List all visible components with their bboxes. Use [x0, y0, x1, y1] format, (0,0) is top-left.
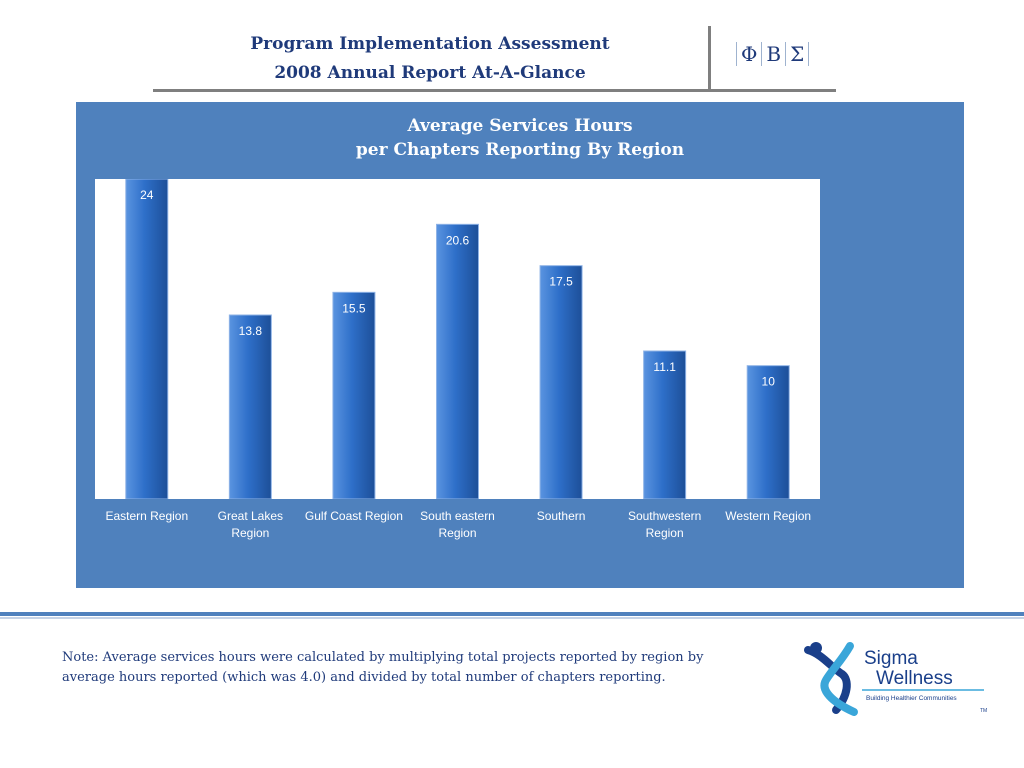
bar-5 [643, 350, 687, 500]
bar-value-label-0: 24 [140, 188, 154, 202]
bar-1 [228, 314, 272, 500]
greek-letters: Φ Β Σ [736, 42, 810, 66]
x-tick-label-line: South eastern [420, 509, 495, 523]
x-tick-label-line: Southern [536, 509, 586, 523]
bar-6 [746, 365, 790, 500]
bar-3 [436, 223, 479, 500]
bottom-divider [0, 612, 1024, 616]
bottom-divider-light [0, 617, 1024, 619]
x-tick-label-line: Great Lakes [217, 509, 284, 523]
x-tick-label-3: South eastern Region [406, 508, 510, 542]
header-divider [153, 89, 836, 92]
x-tick-label-line: Region [438, 526, 477, 540]
bar-2 [332, 291, 376, 500]
chart-title: Average Services Hours per Chapters Repo… [76, 114, 964, 162]
logo-line1: Sigma [864, 648, 918, 669]
plot-area: 24 13.8 15.5 20.6 17.5 11.1 10 [95, 178, 820, 500]
greek-letter-beta: Β [761, 42, 785, 66]
x-tick-label-5: Southwestern Region [613, 508, 717, 542]
bar-chart: 24 13.8 15.5 20.6 17.5 11.1 10 [125, 178, 790, 500]
bar-value-label-3: 20.6 [446, 233, 470, 247]
chart-title-line1: Average Services Hours [407, 116, 633, 136]
header-title-line2: 2008 Annual Report At-A-Glance [274, 63, 586, 83]
logo-figure-icon [804, 646, 851, 714]
logo-trademark: TM [980, 708, 987, 714]
bar-value-label-4: 17.5 [549, 275, 573, 289]
bar-value-label-5: 11.1 [653, 360, 676, 374]
x-tick-label-line: Region [645, 526, 684, 540]
x-tick-label-6: Western Region [716, 508, 820, 525]
logo-line2: Wellness [876, 668, 953, 689]
x-axis-labels: Eastern Region Great Lakes Region Gulf Coas… [95, 508, 820, 548]
header-title-line1: Program Implementation Assessment [250, 34, 610, 54]
bar-value-label-1: 13.8 [239, 324, 263, 338]
x-tick-label-4: Southern [509, 508, 613, 525]
x-tick-label-line: Region [231, 526, 270, 540]
chart-title-line2: per Chapters Reporting By Region [355, 140, 685, 160]
footnote: Note: Average services hours were calcul… [62, 650, 704, 685]
x-tick-label-line: Eastern Region [105, 509, 189, 523]
bar-value-label-6: 10 [762, 375, 776, 389]
bar-value-label-2: 15.5 [342, 301, 366, 315]
sigma-wellness-logo: Sigma Wellness Building Healthier Commun… [802, 640, 992, 720]
greek-letter-sigma: Σ [785, 42, 810, 66]
greek-letter-phi: Φ [736, 42, 761, 66]
x-tick-label-line: Gulf Coast Region [304, 509, 403, 523]
logo-tagline: Building Healthier Communities [866, 695, 957, 702]
x-tick-label-line: Western Region [725, 509, 812, 523]
x-tick-label-1: Great Lakes Region [198, 508, 302, 542]
bar-0 [125, 178, 169, 500]
x-tick-label-2: Gulf Coast Region [302, 508, 406, 525]
x-tick-label-0: Eastern Region [95, 508, 199, 525]
header-vertical-divider [708, 26, 711, 90]
x-tick-label-line: Southwestern [627, 509, 702, 523]
bar-4 [539, 265, 583, 500]
